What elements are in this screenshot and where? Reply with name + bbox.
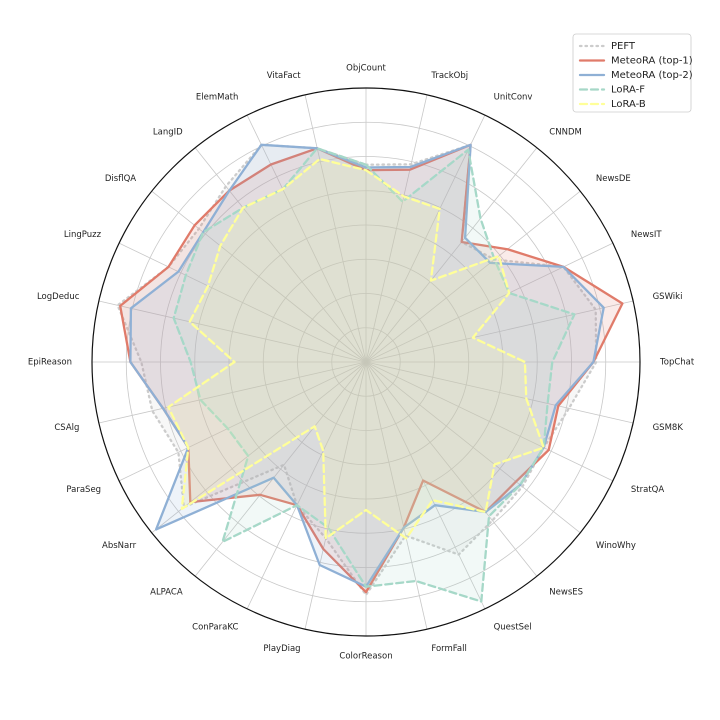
- category-label-gsm8k: GSM8K: [653, 423, 684, 433]
- category-label-playdiag: PlayDiag: [263, 644, 300, 654]
- series-lora-f: [172, 147, 576, 603]
- grid-spoke-logdeduc: [98, 300, 367, 363]
- grid-spoke-formfall: [365, 361, 428, 630]
- category-labels: ObjCount TrackObj UnitConv CNNDM NewsDE NewsI…: [28, 64, 695, 662]
- category-label-conparakc: ConParaKC: [192, 622, 238, 632]
- grid: [91, 87, 641, 637]
- grid-spoke-absnarr: [151, 361, 367, 534]
- legend-label-lora-b: LoRA-B: [611, 99, 646, 110]
- legend-item-peft: PEFT: [578, 41, 636, 52]
- category-label-disflqa: DisflQA: [105, 174, 136, 184]
- category-label-vitafact: VitaFact: [267, 71, 302, 81]
- series-line-meteora-top-1: [119, 143, 624, 594]
- legend-label-meteora-top-2: MeteoRA (top-2): [611, 70, 693, 81]
- category-label-logdeduc: LogDeduc: [37, 292, 80, 302]
- grid-spoke-elemmath: [246, 114, 367, 363]
- series-fill-lora-f: [173, 148, 575, 602]
- series-fill-peft: [117, 144, 597, 595]
- series-line-lora-f: [172, 147, 576, 603]
- grid-spoke-langid: [194, 147, 367, 363]
- category-label-gswiki: GSWiki: [653, 292, 683, 302]
- grid-spoke-winowhy: [365, 361, 581, 534]
- grid-spoke-trackobj: [365, 94, 428, 363]
- series-fill-meteora-top-2: [130, 144, 604, 587]
- series-line-lora-b: [167, 157, 545, 540]
- grid-spoke-newsit: [365, 242, 614, 363]
- grid-spoke-disflqa: [151, 190, 367, 363]
- legend-item-meteora-top-1: MeteoRA (top-1): [578, 56, 693, 67]
- category-label-newsit: NewsIT: [631, 230, 662, 240]
- category-label-alpaca: ALPACA: [150, 587, 183, 597]
- grid-spoke-vitafact: [304, 94, 367, 363]
- grid-spoke-newsde: [365, 190, 581, 363]
- series-fill-lora-b: [168, 159, 544, 539]
- legend-item-meteora-top-2: MeteoRA (top-2): [578, 70, 693, 81]
- category-label-elemmath: ElemMath: [196, 93, 239, 103]
- grid-spoke-cnndm: [365, 147, 538, 363]
- series-peft: [116, 143, 598, 597]
- category-label-formfall: FormFall: [431, 644, 466, 654]
- category-label-langid: LangID: [153, 128, 183, 138]
- category-label-unitconv: UnitConv: [494, 93, 533, 103]
- category-label-paraseg: ParaSeg: [66, 485, 101, 495]
- grid-spoke-unitconv: [365, 114, 486, 363]
- grid-spoke-newses: [365, 361, 538, 577]
- grid-spoke-paraseg: [118, 361, 367, 482]
- category-label-stratqa: StratQA: [631, 485, 664, 495]
- grid-spoke-gsm8k: [365, 361, 634, 424]
- category-label-cnndm: CNNDM: [549, 128, 582, 138]
- grid-spoke-csalg: [98, 361, 367, 424]
- grid-spoke-stratqa: [365, 361, 614, 482]
- legend-label-lora-f: LoRA-F: [611, 85, 645, 96]
- outer-frame: [91, 87, 641, 637]
- grid-spoke-playdiag: [304, 361, 367, 630]
- series-line-peft: [116, 143, 598, 597]
- category-label-csalg: CSAlg: [54, 423, 79, 433]
- grid-spoke-conparakc: [246, 361, 367, 610]
- category-label-epireason: EpiReason: [28, 358, 72, 368]
- category-label-objcount: ObjCount: [346, 64, 386, 74]
- grid-spoke-gswiki: [365, 300, 634, 363]
- legend: PEFT MeteoRA (top-1) MeteoRA (top-2) LoRA-F…: [572, 33, 693, 113]
- legend-label-meteora-top-1: MeteoRA (top-1): [611, 56, 693, 67]
- category-label-colorreason: ColorReason: [339, 652, 392, 662]
- category-label-trackobj: TrackObj: [430, 71, 468, 81]
- series-lora-b: [167, 157, 545, 540]
- legend-item-lora-b: LoRA-B: [578, 99, 646, 110]
- category-label-winowhy: WinoWhy: [596, 541, 636, 551]
- category-label-lingpuzz: LingPuzz: [64, 230, 102, 240]
- series-layer: [116, 143, 624, 603]
- category-label-topchat: TopChat: [659, 358, 695, 368]
- category-label-questsel: QuestSel: [494, 622, 532, 632]
- category-label-newses: NewsES: [549, 587, 583, 597]
- legend-label-peft: PEFT: [611, 41, 636, 52]
- legend-box: [572, 33, 692, 113]
- category-label-newsde: NewsDE: [596, 174, 631, 184]
- grid-spoke-lingpuzz: [118, 242, 367, 363]
- legend-item-lora-f: LoRA-F: [578, 85, 645, 96]
- category-label-absnarr: AbsNarr: [102, 541, 137, 551]
- grid-spoke-questsel: [365, 361, 486, 610]
